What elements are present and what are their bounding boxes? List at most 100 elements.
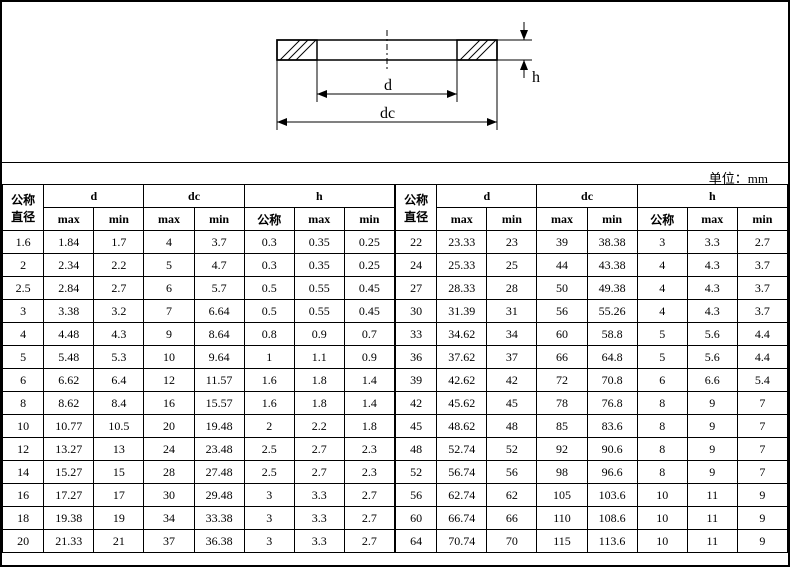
table-cell: 5 — [144, 254, 194, 277]
table-cell: 9 — [737, 530, 787, 553]
table-cell: 13 — [94, 438, 144, 461]
table-cell: 2.3 — [344, 461, 394, 484]
table-row: 2021.33213736.3833.32.7 — [3, 530, 395, 553]
table-cell: 60 — [537, 323, 587, 346]
table-cell: 15.27 — [44, 461, 94, 484]
table-cell: 5 — [637, 323, 687, 346]
col-h-min: min — [344, 208, 394, 231]
table-cell: 2.7 — [344, 530, 394, 553]
table-cell: 3 — [637, 231, 687, 254]
table-row: 3334.62346058.855.64.4 — [396, 323, 788, 346]
table-cell: 34 — [487, 323, 537, 346]
table-cell: 4.4 — [737, 346, 787, 369]
table-cell: 4.4 — [737, 323, 787, 346]
table-cell: 39 — [396, 369, 437, 392]
table-cell: 30 — [144, 484, 194, 507]
d-label: d — [384, 77, 392, 94]
table-cell: 9 — [687, 392, 737, 415]
table-cell: 33 — [396, 323, 437, 346]
table-cell: 6.62 — [44, 369, 94, 392]
table-cell: 98 — [537, 461, 587, 484]
col-d: d — [44, 185, 144, 208]
table-cell: 4 — [637, 300, 687, 323]
table-cell: 5.48 — [44, 346, 94, 369]
table-cell: 2.2 — [94, 254, 144, 277]
table-cell: 10.5 — [94, 415, 144, 438]
table-cell: 7 — [737, 392, 787, 415]
col-dc-max: max — [144, 208, 194, 231]
table-cell: 42 — [396, 392, 437, 415]
table-cell: 2.5 — [244, 461, 294, 484]
table-cell: 29.48 — [194, 484, 244, 507]
table-cell: 4 — [637, 277, 687, 300]
table-cell: 4.3 — [687, 300, 737, 323]
table-cell: 23 — [487, 231, 537, 254]
table-cell: 3.2 — [94, 300, 144, 323]
table-cell: 3 — [244, 484, 294, 507]
table-row: 5256.74569896.6897 — [396, 461, 788, 484]
table-cell: 7 — [144, 300, 194, 323]
table-row: 66.626.41211.571.61.81.4 — [3, 369, 395, 392]
table-cell: 37 — [144, 530, 194, 553]
table-cell: 48 — [487, 415, 537, 438]
table-cell: 42.62 — [437, 369, 487, 392]
table-cell: 0.35 — [294, 231, 344, 254]
table-cell: 10 — [144, 346, 194, 369]
table-cell: 1.6 — [244, 369, 294, 392]
table-cell: 4 — [144, 231, 194, 254]
table-cell: 60 — [396, 507, 437, 530]
table-row: 1.61.841.743.70.30.350.25 — [3, 231, 395, 254]
table-cell: 30 — [396, 300, 437, 323]
table-cell: 56 — [537, 300, 587, 323]
col-h-nom: 公称 — [637, 208, 687, 231]
table-cell: 0.9 — [344, 346, 394, 369]
table-cell: 0.8 — [244, 323, 294, 346]
h-label: h — [532, 69, 540, 86]
table-cell: 3.38 — [44, 300, 94, 323]
table-cell: 8.4 — [94, 392, 144, 415]
table-cell: 23.48 — [194, 438, 244, 461]
table-cell: 103.6 — [587, 484, 637, 507]
table-cell: 3 — [244, 530, 294, 553]
table-cell: 8 — [637, 415, 687, 438]
table-cell: 6.64 — [194, 300, 244, 323]
table-cell: 3.3 — [294, 507, 344, 530]
table-cell: 6 — [637, 369, 687, 392]
col-d-max: max — [44, 208, 94, 231]
table-cell: 21 — [94, 530, 144, 553]
table-cell: 96.6 — [587, 461, 637, 484]
table-cell: 17.27 — [44, 484, 94, 507]
table-cell: 17 — [94, 484, 144, 507]
table-cell: 24 — [144, 438, 194, 461]
col-h: h — [637, 185, 787, 208]
table-cell: 83.6 — [587, 415, 637, 438]
col-d-min: min — [487, 208, 537, 231]
table-cell: 18 — [3, 507, 44, 530]
table-cell: 62.74 — [437, 484, 487, 507]
table-cell: 12 — [144, 369, 194, 392]
table-cell: 4.7 — [194, 254, 244, 277]
table-row: 4548.62488583.6897 — [396, 415, 788, 438]
table-row: 5662.7462105103.610119 — [396, 484, 788, 507]
table-row: 88.628.41615.571.61.81.4 — [3, 392, 395, 415]
table-cell: 9 — [737, 484, 787, 507]
col-h: h — [244, 185, 394, 208]
table-row: 2223.33233938.3833.32.7 — [396, 231, 788, 254]
table-cell: 52.74 — [437, 438, 487, 461]
table-cell: 2.7 — [344, 484, 394, 507]
table-cell: 45 — [396, 415, 437, 438]
table-cell: 4.48 — [44, 323, 94, 346]
table-cell: 5.6 — [687, 346, 737, 369]
table-cell: 4.3 — [687, 277, 737, 300]
page-frame: d dc h 单位：mm 公称直径ddchmaxminmaxmin公称maxmi… — [0, 0, 790, 567]
table-cell: 0.55 — [294, 300, 344, 323]
col-d: d — [437, 185, 537, 208]
table-cell: 3.3 — [294, 484, 344, 507]
table-cell: 11 — [687, 484, 737, 507]
dc-label: dc — [380, 105, 395, 122]
table-cell: 22 — [396, 231, 437, 254]
table-cell: 31.39 — [437, 300, 487, 323]
table-cell: 1.8 — [294, 369, 344, 392]
table-cell: 70.74 — [437, 530, 487, 553]
table-row: 6470.7470115113.610119 — [396, 530, 788, 553]
